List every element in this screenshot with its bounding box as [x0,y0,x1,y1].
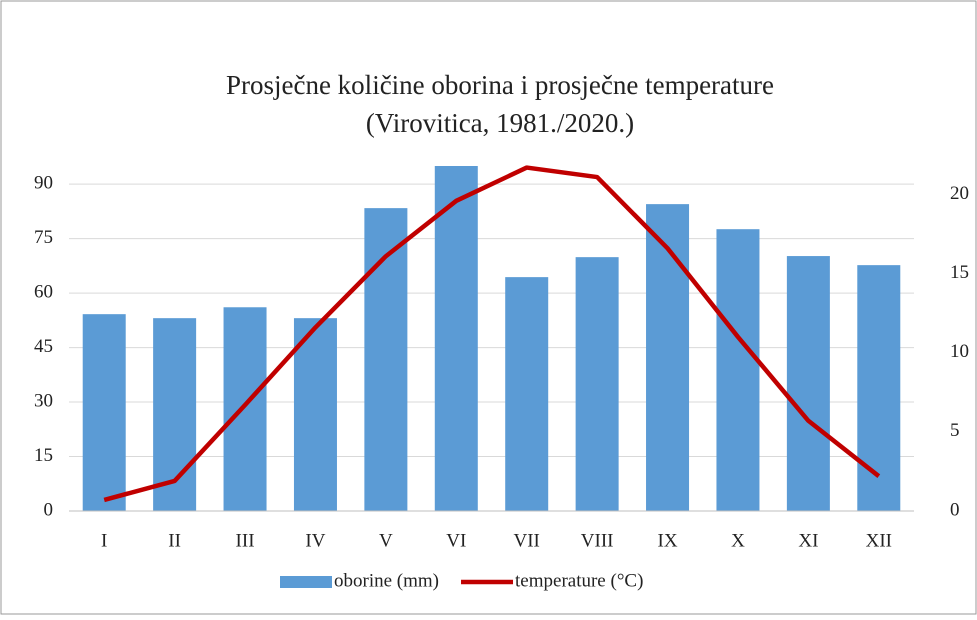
bar [646,204,690,511]
y2-tick-label: 0 [950,499,960,520]
x-tick-label: VII [514,530,540,551]
y-tick-label: 75 [34,227,53,248]
bar [293,318,337,511]
x-tick-label: III [236,530,255,551]
x-tick-label: I [101,530,107,551]
y-tick-label: 30 [34,390,53,411]
bar [82,314,126,511]
x-tick-label: II [168,530,181,551]
y2-tick-label: 20 [950,183,969,204]
x-tick-label: X [731,530,745,551]
chart-title: Prosječne količine oborina i prosječne t… [226,70,774,100]
legend-label: oborine (mm) [334,570,439,591]
legend-swatch [280,576,332,588]
bar [786,256,830,511]
y-tick-label: 15 [34,445,53,466]
x-tick-label: XII [866,530,892,551]
x-tick-label: XI [798,530,818,551]
y-tick-label: 90 [34,173,53,194]
bar [434,166,478,511]
bar [575,257,619,511]
line [103,165,881,503]
bar [223,307,267,511]
y-tick-label: 0 [44,499,54,520]
y2-tick-label: 15 [950,262,969,283]
x-tick-label: V [379,530,393,551]
chart-subtitle: (Virovitica, 1981./2020.) [366,108,634,138]
bar [716,229,760,512]
y2-tick-label: 10 [950,341,969,362]
x-tick-label: IX [658,530,678,551]
legend-label: temperature (°C) [515,570,643,591]
y2-tick-label: 5 [950,420,960,441]
y-tick-label: 60 [34,281,53,302]
bar [505,277,549,511]
x-tick-label: VI [446,530,466,551]
x-tick-label: VIII [581,530,614,551]
y-tick-label: 45 [34,336,53,357]
x-tick-label: IV [305,530,325,551]
bar [857,265,901,511]
